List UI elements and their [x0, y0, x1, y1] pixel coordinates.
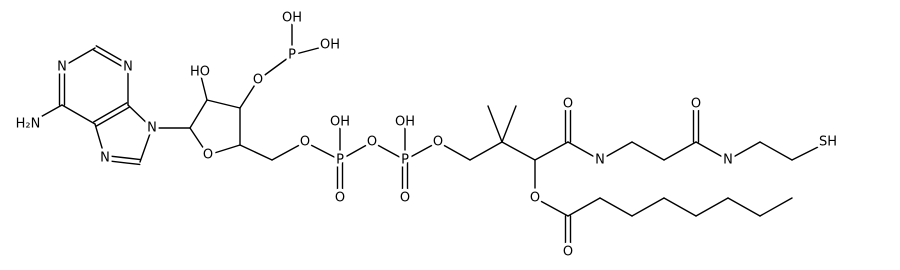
bond — [199, 71, 208, 101]
atom-label: OH — [395, 115, 415, 130]
atom-label: O — [530, 191, 540, 206]
atom-label: O — [563, 97, 573, 112]
atom-label: N — [123, 60, 133, 75]
atom-label: O — [253, 73, 263, 88]
bond — [599, 197, 633, 217]
bond — [95, 106, 130, 127]
bond — [93, 102, 128, 123]
atom-label: N — [595, 153, 605, 168]
bond — [791, 141, 829, 161]
atom-label: OH — [320, 38, 340, 53]
bond — [93, 49, 128, 70]
atom-label: N — [57, 60, 67, 75]
bond — [207, 144, 241, 156]
atom-label: P — [288, 48, 296, 63]
bond — [663, 197, 697, 217]
bond — [663, 141, 697, 161]
atom-label: O — [563, 245, 573, 260]
bond — [304, 141, 341, 161]
bond — [501, 141, 536, 161]
bond — [239, 79, 259, 109]
bond — [339, 141, 373, 161]
bond — [599, 141, 633, 161]
bond — [534, 197, 569, 217]
bond — [127, 104, 153, 129]
atom-label: N — [723, 153, 733, 168]
bond — [239, 144, 273, 161]
atom-label: N — [100, 151, 110, 166]
bond — [727, 197, 761, 217]
atom-label: H₂N — [16, 117, 41, 132]
bond — [257, 54, 293, 81]
atom-label: O — [433, 135, 443, 150]
atom-label: SH — [819, 135, 837, 150]
bond — [61, 47, 96, 68]
atom-label: O — [300, 135, 310, 150]
bond — [759, 141, 793, 161]
bond — [469, 141, 503, 161]
bond — [567, 197, 601, 217]
bond — [404, 141, 439, 161]
bond — [95, 45, 130, 66]
atom-labels: N N H₂N N N O HO O P OH OH O P OH O O P … — [13, 8, 840, 263]
bond — [271, 141, 306, 161]
bond — [631, 141, 665, 161]
bond — [61, 104, 96, 125]
atom-label: N — [147, 121, 157, 136]
bond — [501, 105, 517, 143]
bond — [94, 123, 106, 159]
atom-label: OH — [282, 11, 302, 26]
atom-label: O — [691, 97, 701, 112]
bond — [206, 99, 241, 109]
atom-label: HO — [190, 65, 210, 80]
atom-label: P — [401, 153, 409, 168]
atom-label: P — [336, 153, 344, 168]
bond — [27, 104, 63, 125]
bond — [695, 197, 729, 217]
bond — [437, 141, 471, 161]
atom-label: O — [335, 191, 345, 206]
bond — [727, 141, 761, 161]
atom-label: O — [367, 135, 377, 150]
bond — [487, 105, 503, 143]
bond — [104, 159, 141, 166]
bond — [371, 141, 406, 161]
bond — [567, 141, 601, 161]
atom-label: O — [203, 148, 213, 163]
bond — [139, 127, 153, 163]
bond — [291, 44, 331, 56]
bonds — [27, 17, 829, 253]
bond — [189, 127, 209, 156]
bond — [695, 141, 729, 161]
atom-label: O — [400, 191, 410, 206]
atom-label: OH — [330, 115, 350, 130]
bond — [534, 141, 569, 161]
bond — [104, 154, 141, 161]
bond — [189, 99, 208, 129]
bond — [631, 197, 665, 217]
bond — [759, 197, 793, 217]
